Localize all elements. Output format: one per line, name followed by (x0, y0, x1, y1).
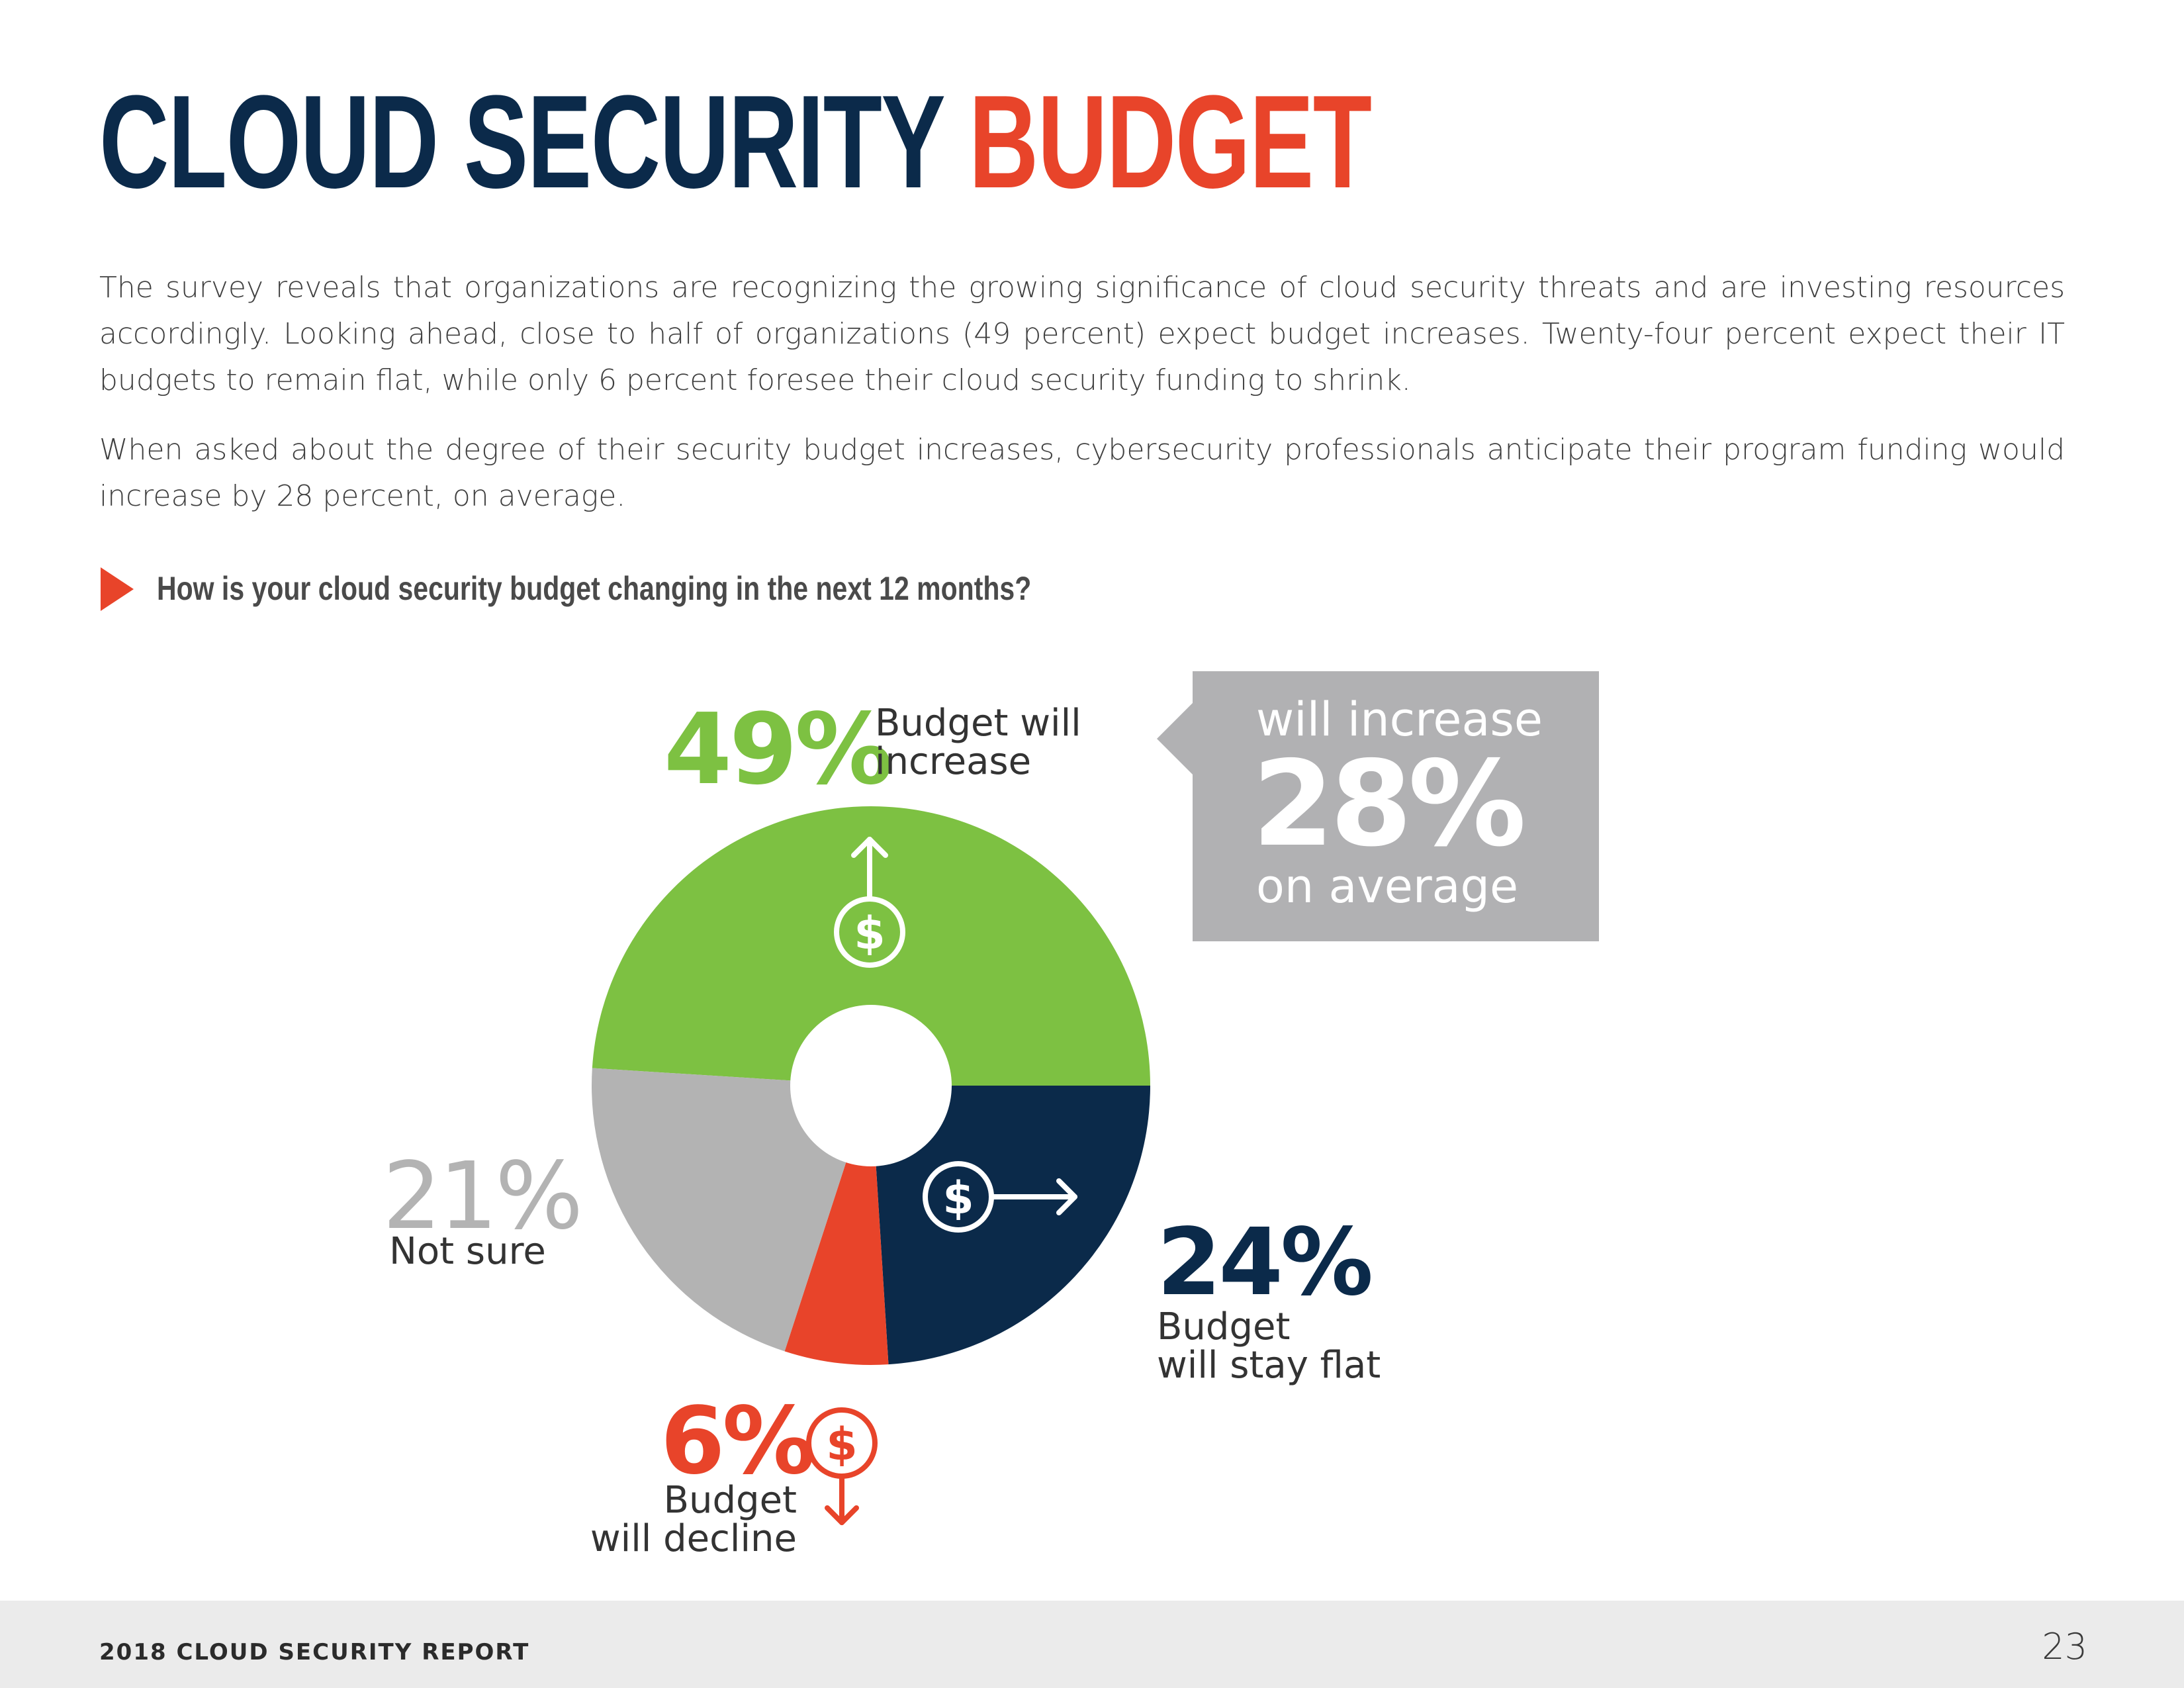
report-name: 2018 CLOUD SECURITY REPORT (99, 1639, 530, 1665)
data-label-flat-pct: 24% (1157, 1209, 1373, 1317)
data-label-decline-line2: will decline (590, 1517, 797, 1560)
dollar-down-arrow-icon: $ (806, 1407, 878, 1525)
callout-top-text: will increase (1256, 692, 1543, 747)
data-label-increase: Budget will increase (875, 704, 1081, 781)
intro-paragraph: The survey reveals that organizations ar… (99, 271, 2065, 397)
dollar-right-arrow-icon: $ (923, 1161, 1077, 1233)
page-title-part2: BUDGET (968, 68, 1372, 216)
svg-text:$: $ (854, 908, 885, 960)
dollar-up-arrow-icon: $ (834, 837, 905, 968)
survey-question: How is your cloud security budget changi… (157, 570, 1032, 607)
data-label-notsure: Not sure (389, 1233, 546, 1271)
data-label-decline-pct: 6% (660, 1387, 815, 1495)
play-triangle-icon (101, 567, 134, 611)
data-label-increase-pct: 49% (664, 692, 893, 806)
data-label-increase-line1: Budget will (875, 702, 1081, 745)
data-label-flat-line2: will stay flat (1157, 1344, 1381, 1387)
data-label-decline-line1: Budget (663, 1479, 797, 1522)
callout-bottom-text: on average (1256, 859, 1519, 914)
data-label-decline: Budget will decline (584, 1481, 797, 1558)
page-title: CLOUD SECURITY BUDGET (99, 76, 1372, 209)
slice-increase (592, 806, 1150, 1086)
slice-notsure (591, 1068, 871, 1352)
callout-pointer (1157, 702, 1194, 776)
callout-value: 28% (1252, 735, 1526, 872)
slice-flat (871, 1086, 1150, 1365)
footer-bar: 2018 CLOUD SECURITY REPORT 23 (0, 1601, 2184, 1688)
data-label-increase-line2: increase (875, 740, 1032, 783)
page-number: 23 (2042, 1626, 2087, 1667)
data-label-flat: Budget will stay flat (1157, 1308, 1381, 1385)
svg-text:$: $ (826, 1419, 857, 1471)
data-label-notsure-line1: Not sure (389, 1230, 546, 1273)
average-increase-callout: will increase 28% on average (1193, 671, 1599, 941)
page-title-part1: CLOUD SECURITY (99, 68, 944, 216)
average-paragraph: When asked about the degree of their sec… (99, 433, 2065, 513)
data-label-notsure-pct: 21% (383, 1143, 583, 1250)
data-label-flat-line1: Budget (1157, 1305, 1291, 1348)
svg-text:$: $ (942, 1172, 974, 1225)
donut-hole (790, 1005, 952, 1166)
